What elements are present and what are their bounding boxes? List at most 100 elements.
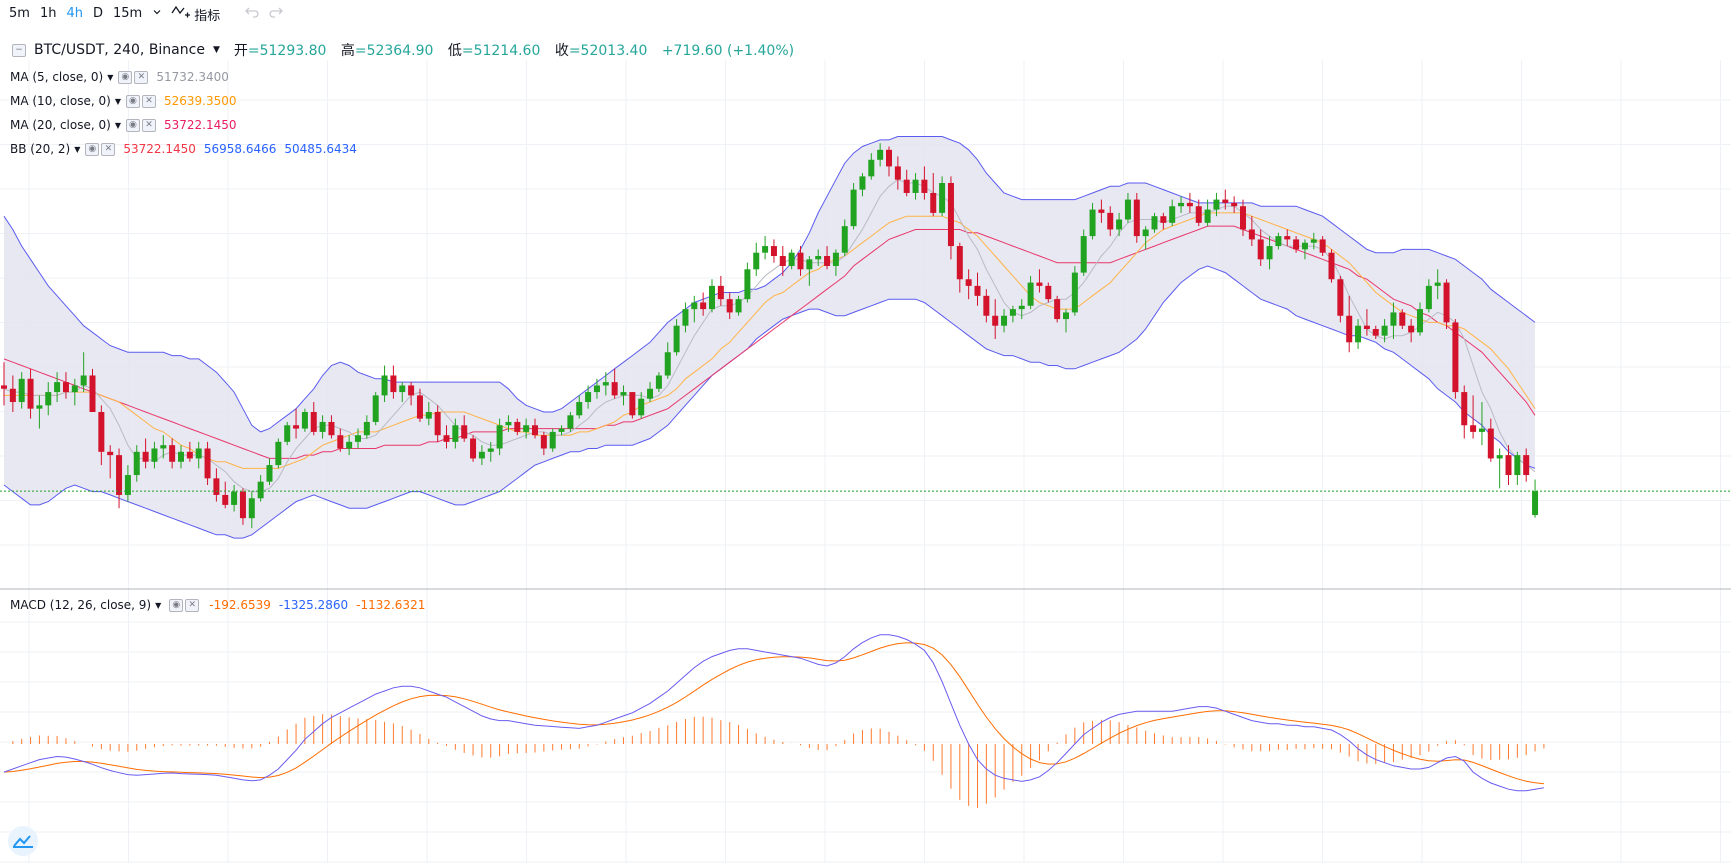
candle (1523, 448, 1530, 482)
candle-body (1142, 229, 1149, 237)
bb-legend[interactable]: BB (20, 2) ▼ ◉ ✕ 53722.1450 56958.6466 50… (10, 142, 357, 156)
candle-body (532, 425, 538, 436)
candle (894, 156, 901, 190)
candle-body (248, 498, 255, 519)
candle (169, 438, 176, 469)
candle (709, 279, 715, 313)
close-value: =52013.40 (568, 43, 648, 59)
candle (1381, 319, 1388, 343)
chevron-down-icon[interactable]: ▼ (107, 72, 114, 82)
interval-d-button[interactable]: D (92, 6, 103, 21)
close-icon[interactable]: ✕ (101, 142, 116, 156)
candle-body (239, 491, 246, 519)
candle (1204, 199, 1211, 227)
low-value: =51214.60 (461, 43, 541, 59)
candle (381, 365, 388, 403)
eye-icon[interactable]: ◉ (118, 70, 133, 84)
chevron-down-icon[interactable]: ▼ (74, 144, 81, 154)
interval-5m-button[interactable]: 5m (9, 6, 30, 21)
chevron-down-icon[interactable]: ▼ (114, 120, 121, 130)
indicators-button[interactable]: 指标 (167, 4, 224, 24)
candle-body (443, 435, 450, 442)
candle (124, 465, 131, 502)
ma10-legend[interactable]: MA (10, close, 0) ▼ ◉ ✕ 52639.3500 (10, 94, 237, 108)
candle (1, 362, 7, 406)
candle (532, 418, 538, 439)
candle-body (1160, 216, 1167, 223)
candle (1514, 451, 1521, 485)
close-icon[interactable]: ✕ (141, 118, 156, 132)
candle-body (1063, 312, 1069, 320)
candle-body (1310, 239, 1317, 243)
interval-4h-button[interactable]: 4h (66, 6, 83, 21)
close-icon[interactable]: ✕ (185, 598, 200, 612)
symbol-title[interactable]: BTC/USDT, 240, Binance (34, 42, 205, 58)
high-value: =52364.90 (354, 43, 434, 59)
candle (1443, 279, 1450, 330)
candle (593, 378, 600, 399)
candle (1116, 212, 1123, 237)
ma20-legend[interactable]: MA (20, close, 0) ▼ ◉ ✕ 53722.1450 (10, 118, 237, 132)
candle-body (1071, 272, 1078, 313)
candle-body (1266, 246, 1273, 260)
tradingview-logo-icon[interactable] (8, 826, 38, 856)
candle (293, 408, 300, 439)
candle-body (770, 246, 777, 257)
eye-icon[interactable]: ◉ (125, 94, 140, 108)
candle-body (1461, 392, 1468, 426)
candle-body (27, 378, 34, 409)
interval-15m-button[interactable]: 15m (112, 6, 143, 21)
candle (275, 438, 282, 469)
interval-1h-button[interactable]: 1h (39, 6, 57, 21)
close-icon[interactable]: ✕ (134, 70, 149, 84)
candle (726, 292, 733, 320)
candle-body (310, 411, 317, 432)
candle-body (346, 441, 353, 449)
ma10-line (4, 212, 1536, 469)
open-value: =51293.80 (247, 43, 327, 59)
candle-body (1355, 325, 1362, 343)
candle (1018, 299, 1025, 320)
interval-dropdown-icon[interactable] (147, 2, 167, 26)
candle-body (585, 392, 592, 403)
candle-body (1036, 282, 1043, 286)
chevron-down-icon[interactable]: ▼ (155, 600, 162, 610)
eye-icon[interactable]: ◉ (85, 142, 100, 156)
close-icon[interactable]: ✕ (141, 94, 156, 108)
candle-body (1107, 212, 1114, 230)
candle-body (381, 375, 388, 396)
candle-body (1346, 315, 1353, 343)
candle (779, 246, 786, 276)
candle (1284, 229, 1291, 247)
candle-body (160, 445, 167, 449)
candle-body (717, 285, 724, 300)
chevron-down-icon[interactable]: ▼ (212, 45, 220, 55)
candle (257, 475, 264, 502)
candle-body (709, 285, 715, 310)
chart-canvas[interactable] (0, 28, 1731, 863)
macd-legend[interactable]: MACD (12, 26, close, 9) ▼ ◉ ✕ -192.6539 -… (10, 598, 425, 612)
candle (1186, 192, 1193, 213)
eye-icon[interactable]: ◉ (125, 118, 140, 132)
ma10-value: 52639.3500 (163, 94, 237, 108)
candle-body (1363, 325, 1370, 330)
undo-icon[interactable] (244, 5, 260, 23)
candle (496, 418, 503, 456)
candle-body (1390, 312, 1397, 326)
macd-line (3, 634, 1544, 792)
ma5-legend[interactable]: MA (5, close, 0) ▼ ◉ ✕ 51732.3400 (10, 70, 229, 84)
collapse-legend-icon[interactable]: − (12, 43, 26, 57)
chevron-down-icon[interactable]: ▼ (114, 96, 121, 106)
candle-body (983, 295, 990, 316)
candle-body (682, 309, 689, 326)
candle-body (1222, 199, 1229, 203)
candle-body (1045, 285, 1052, 300)
candle (151, 441, 158, 469)
candle (1169, 199, 1176, 227)
candle-body (832, 252, 839, 266)
macd-hist-value: -192.6539 (209, 598, 271, 612)
candle-body (894, 166, 901, 180)
eye-icon[interactable]: ◉ (169, 598, 184, 612)
candle (470, 435, 477, 462)
redo-icon[interactable] (268, 5, 284, 23)
